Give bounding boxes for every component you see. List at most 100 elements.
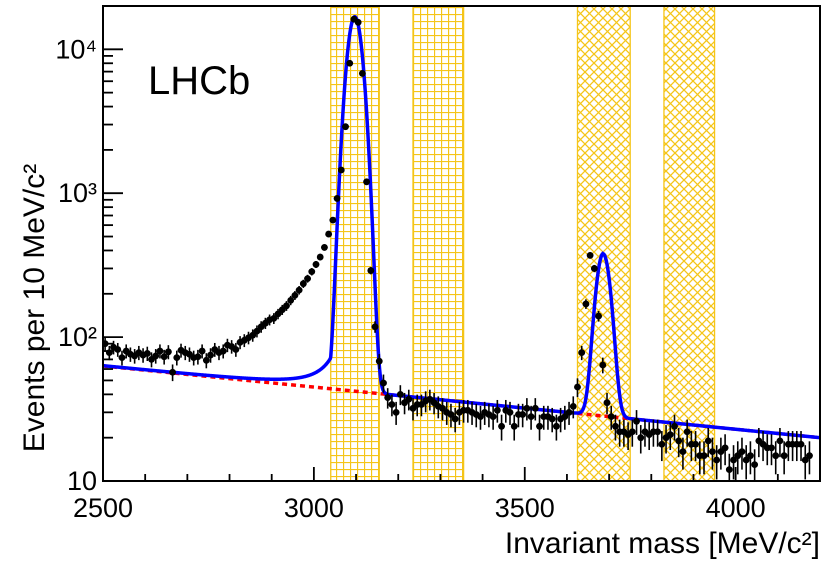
data-marker [738,448,746,456]
data-point [519,403,527,428]
data-marker [164,348,172,356]
data-point [523,398,531,421]
data-marker [810,0,817,3]
data-marker [666,431,674,439]
data-point [574,378,581,398]
data-marker [628,428,636,436]
data-point [371,321,379,333]
plot-frame [102,5,821,482]
data-marker [523,404,531,412]
data-marker [552,422,560,430]
data-marker [713,456,721,464]
data-marker [304,275,311,283]
data-point [565,401,573,425]
data-marker [510,422,518,430]
data-marker [371,323,379,331]
data-marker [519,411,527,418]
data-marker [536,422,543,430]
data-marker [814,0,821,3]
data-point [654,419,662,447]
data-marker [308,268,316,276]
data-marker [675,437,683,445]
data-point [308,268,316,276]
data-marker [801,456,809,464]
data-point [552,414,560,441]
data-marker [198,347,206,355]
data-point [329,216,337,224]
data-point [358,70,366,77]
data-marker [173,354,181,362]
data-marker [312,261,320,268]
axis-ticks: 2500 3000 3500 4000 10 10² 10³ 10⁴ [55,5,821,523]
data-marker [249,331,257,339]
data-point [734,441,742,475]
data-marker [654,428,662,436]
data-point [510,414,518,441]
data-point [325,230,333,238]
data-marker [612,422,619,430]
data-marker [493,406,501,414]
data-marker [342,123,349,131]
data-point [747,441,754,475]
data-point [249,329,257,342]
data-point [143,346,151,362]
data-point [493,399,501,423]
data-point [730,445,737,480]
data-marker [548,415,556,423]
data-point [801,445,809,480]
data-point [772,441,780,475]
data-point [118,350,126,366]
data-point [291,291,299,301]
y-tick-label: 10² [58,322,97,352]
data-point [675,427,683,458]
data-marker [169,368,176,376]
data-marker [439,404,446,412]
data-point [316,253,324,261]
data-point [548,407,556,433]
data-marker [590,265,598,272]
data-point [253,325,261,338]
data-marker [283,302,290,310]
data-point [464,399,472,423]
data-marker [337,166,345,174]
data-marker [451,415,459,423]
data-point [312,261,320,269]
data-point [304,274,311,283]
data-point [202,353,210,369]
data-point [392,401,400,425]
data-marker [506,408,514,416]
data-point [342,123,349,131]
data-point [396,385,404,406]
y-tick-label: 10³ [58,178,97,208]
data-point [561,405,569,430]
data-marker [658,440,666,448]
data-point [768,434,775,466]
data-marker [489,413,497,421]
y-axis-label: Events per 10 MeV/c² [18,164,51,452]
data-point [194,349,202,365]
data-marker [384,394,392,401]
data-point [637,425,645,454]
data-marker [114,346,122,353]
data-marker [143,350,151,357]
data-marker [498,422,505,430]
data-marker [152,352,160,360]
data-point [633,410,640,435]
data-point [299,279,307,288]
data-marker [274,310,282,318]
x-tick-label: 3500 [495,493,555,523]
data-marker [270,314,278,322]
data-point [531,398,539,421]
data-point [439,398,446,421]
data-point [152,349,160,364]
y-tick-label: 10⁴ [55,34,97,64]
data-point [666,422,674,451]
data-point [704,427,712,458]
data-marker [202,356,210,364]
data-point [780,441,788,475]
data-marker [392,408,400,416]
data-marker [595,312,602,320]
data-point [295,285,303,295]
data-marker [405,395,413,403]
data-marker [219,347,227,355]
